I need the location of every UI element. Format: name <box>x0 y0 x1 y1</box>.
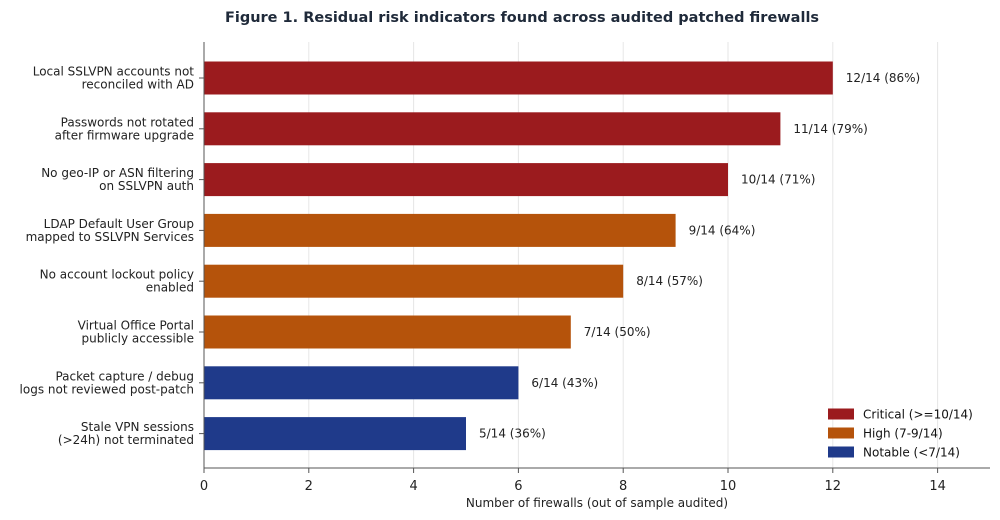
legend-label: Critical (>=10/14) <box>863 408 973 422</box>
bar-value-label: 7/14 (50%) <box>584 325 651 339</box>
legend-swatch <box>828 427 854 439</box>
category-label: Passwords not rotated after firmware upgr… <box>55 115 194 142</box>
legend-swatch <box>828 408 854 420</box>
grid-lines <box>308 42 939 468</box>
category-label: Local SSLVPN accounts not reconciled with… <box>33 65 195 92</box>
x-axis-label: Number of firewalls (out of sample audit… <box>466 496 728 510</box>
bar-value-label: 6/14 (43%) <box>531 376 598 390</box>
bar-value-label: 9/14 (64%) <box>689 223 756 237</box>
bar-value-label: 11/14 (79%) <box>793 122 867 136</box>
category-label: No account lockout policy enabled <box>40 268 194 295</box>
x-tick-label: 0 <box>200 479 208 494</box>
x-tick-label: 14 <box>929 479 946 494</box>
legend-label: Notable (<7/14) <box>863 446 960 460</box>
category-label: No geo-IP or ASN filtering on SSLVPN auth <box>41 166 194 193</box>
x-tick-label: 12 <box>825 479 842 494</box>
bar <box>204 61 833 95</box>
bar <box>204 213 676 247</box>
axes: 0 2 4 6 8 10 12 14 <box>199 42 990 494</box>
legend: Critical (>=10/14) High (7-9/14) Notable (… <box>828 408 973 460</box>
bar <box>204 315 571 349</box>
category-label: Stale VPN sessions (>24h) not terminated <box>58 420 194 447</box>
bar-value-label: 12/14 (86%) <box>846 71 920 85</box>
bar-value-label: 10/14 (71%) <box>741 173 815 187</box>
legend-swatch <box>828 446 854 458</box>
category-labels: Local SSLVPN accounts not reconciled with… <box>20 65 195 448</box>
bar <box>204 366 519 400</box>
x-tick-label: 10 <box>720 479 737 494</box>
bar-value-label: 8/14 (57%) <box>636 274 703 288</box>
bar <box>204 417 466 451</box>
x-tick-label: 6 <box>514 479 522 494</box>
x-tick-label: 4 <box>409 479 417 494</box>
value-labels: 12/14 (86%) 11/14 (79%) 10/14 (71%) 9/14 (6… <box>479 71 920 441</box>
category-label: LDAP Default User Group mapped to SSLVPN … <box>26 217 194 244</box>
bar <box>204 112 781 146</box>
category-label: Packet capture / debug logs not reviewed … <box>20 369 194 396</box>
bar-value-label: 5/14 (36%) <box>479 427 546 441</box>
bar <box>204 264 624 298</box>
bar <box>204 163 728 197</box>
legend-label: High (7-9/14) <box>863 427 943 441</box>
x-tick-label: 2 <box>305 479 313 494</box>
category-label: Virtual Office Portal publicly accessible <box>78 319 194 346</box>
x-tick-label: 8 <box>619 479 627 494</box>
chart-title: Figure 1. Residual risk indicators found… <box>225 10 819 26</box>
bars <box>204 61 833 451</box>
